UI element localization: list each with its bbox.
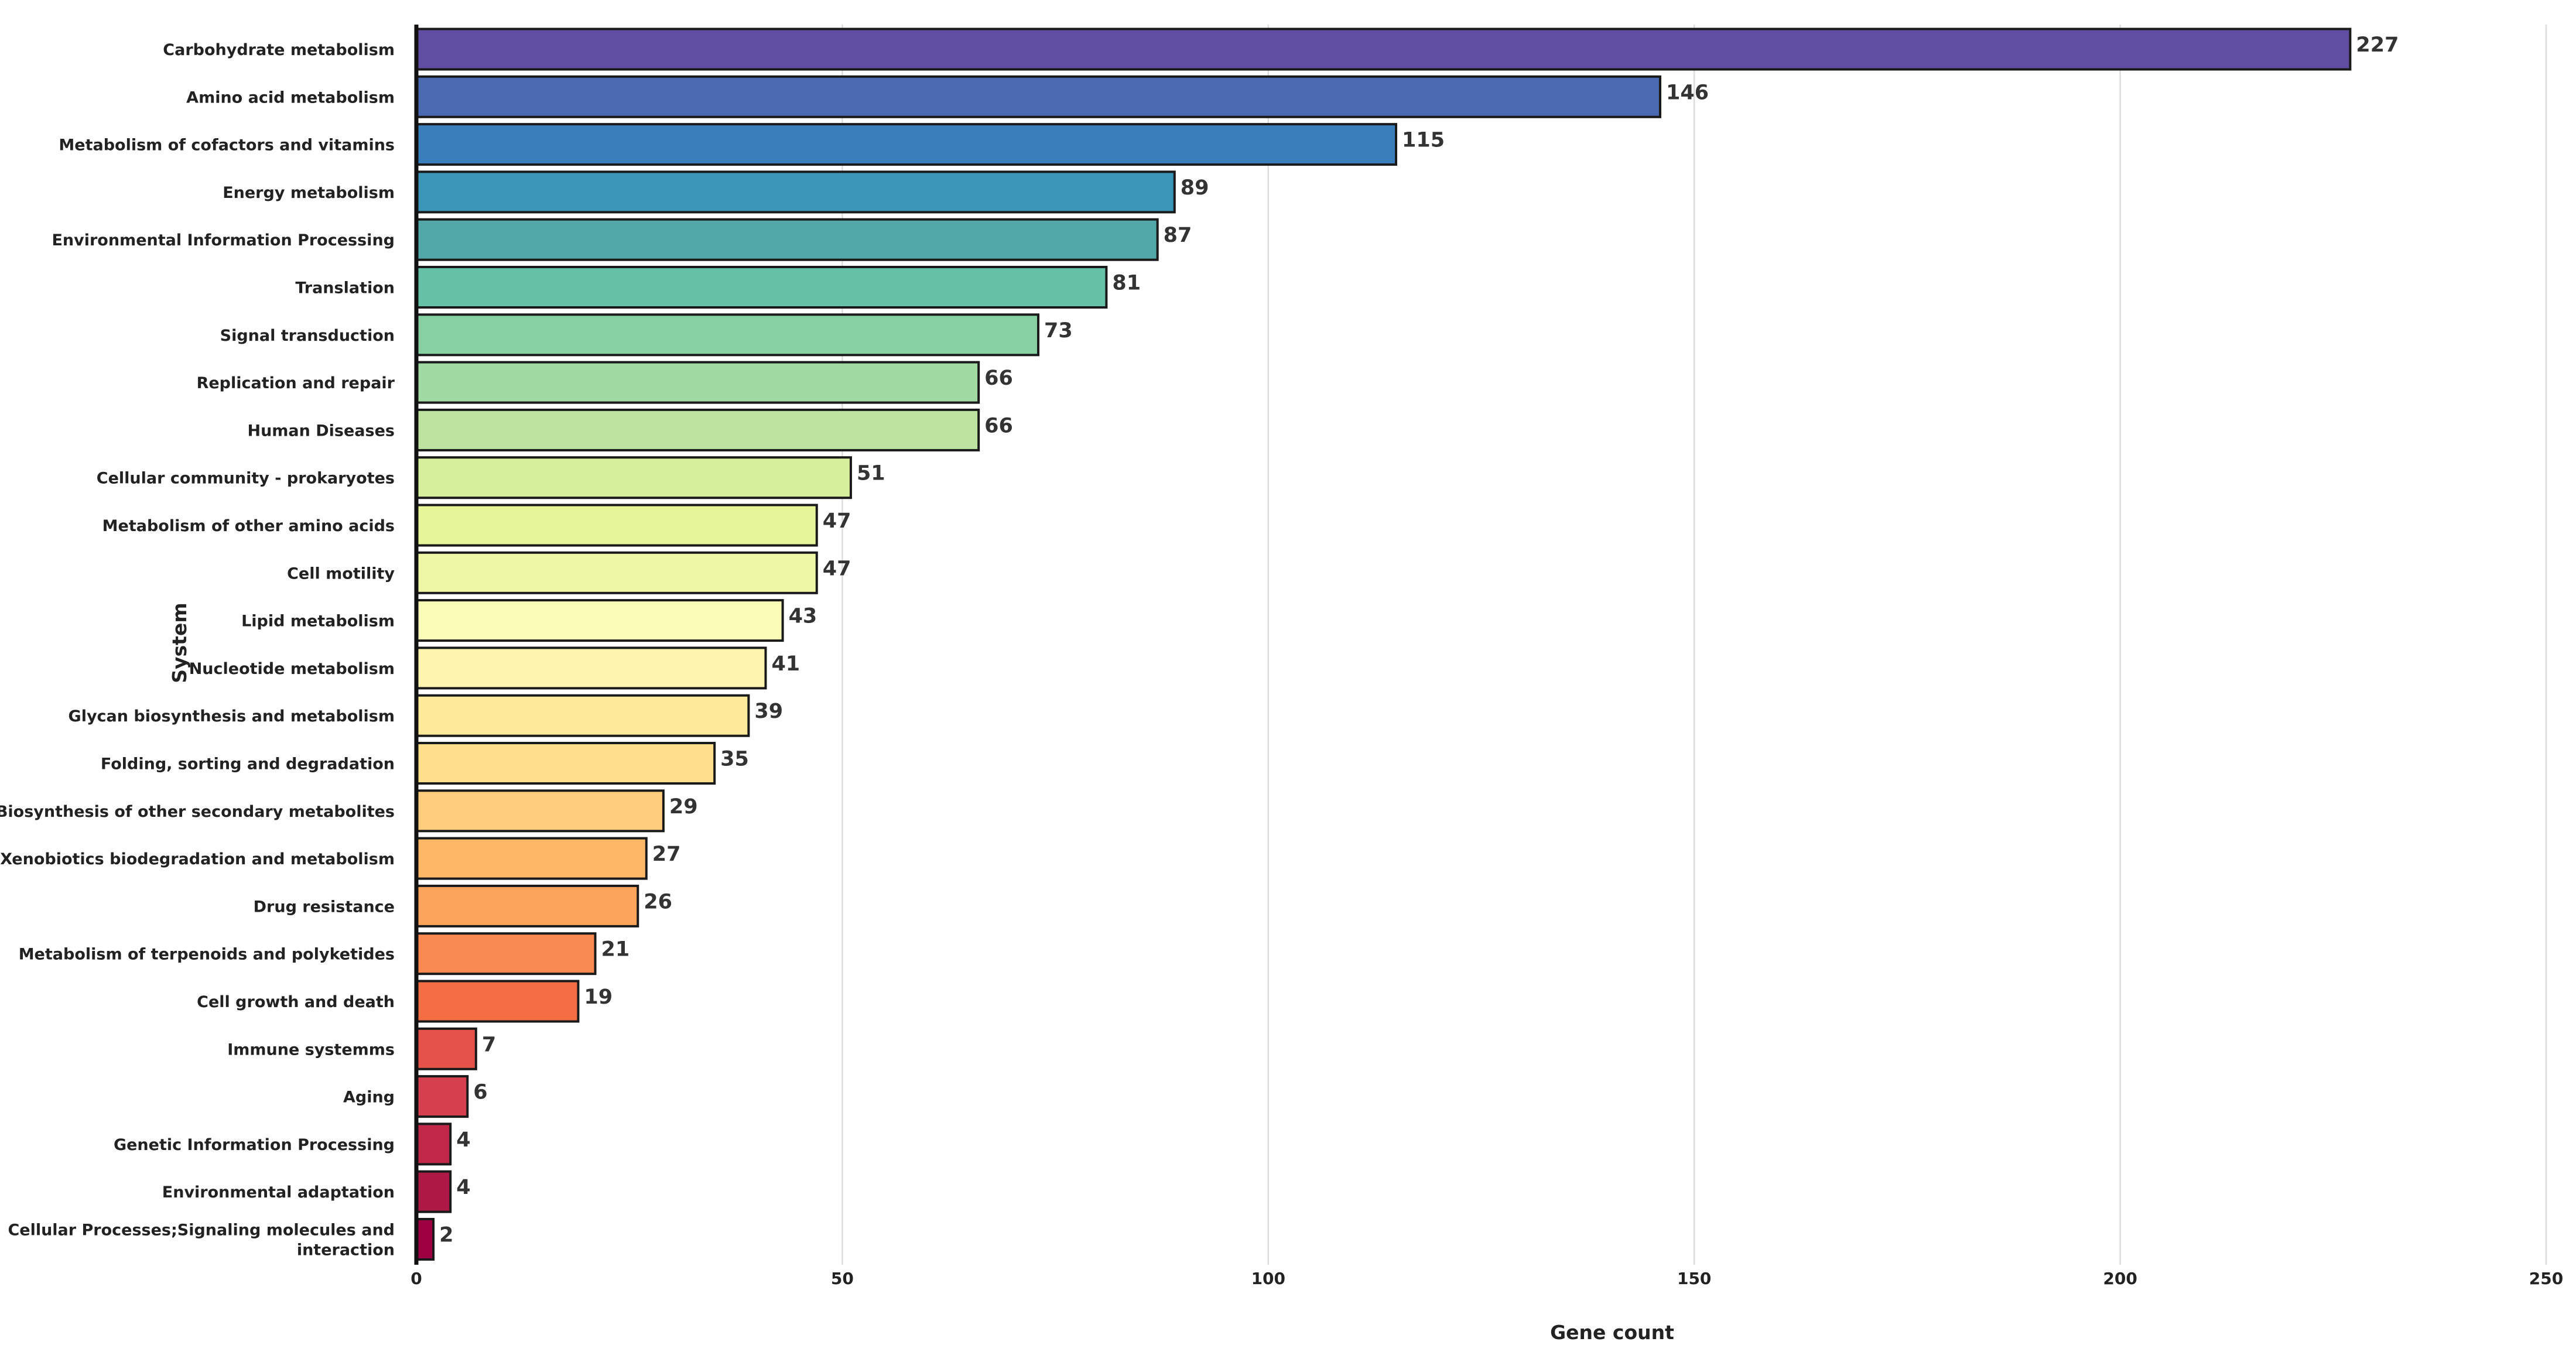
category-label-26: Cellular Processes;Signaling molecules a… [8, 1221, 395, 1259]
x-tick-label-100: 100 [1251, 1269, 1285, 1288]
bar-8 [415, 361, 980, 404]
bar-24 [415, 1122, 452, 1166]
grid-lines [841, 25, 2547, 1265]
bar-9 [415, 408, 980, 451]
category-label-8: Replication and repair [197, 374, 395, 392]
bar-26 [415, 1218, 435, 1261]
value-label-12: 47 [823, 557, 851, 580]
bar-1 [415, 28, 2352, 71]
value-label-19: 26 [644, 890, 672, 913]
value-label-23: 6 [473, 1081, 487, 1104]
category-label-11: Metabolism of other amino acids [102, 517, 395, 535]
bar-15 [415, 694, 750, 737]
bar-5 [415, 218, 1159, 261]
value-label-7: 73 [1044, 319, 1073, 343]
category-label-10: Cellular community - prokaryotes [97, 470, 395, 488]
bar-14 [415, 646, 767, 690]
category-label-16: Folding, sorting and degradation [101, 755, 395, 773]
category-label-21: Cell growth and death [197, 993, 395, 1011]
bar-25 [415, 1170, 452, 1213]
x-tick-label-0: 0 [410, 1269, 422, 1288]
bar-12 [415, 551, 818, 594]
bar-16 [415, 742, 716, 785]
value-label-4: 89 [1181, 176, 1209, 200]
category-label-3: Metabolism of cofactors and vitamins [59, 136, 395, 155]
bar-13 [415, 599, 784, 642]
x-tick-labels-group: 0 50 100 150 200 250 [410, 1269, 2563, 1288]
category-label-9: Human Diseases [247, 422, 395, 440]
value-label-13: 43 [789, 605, 817, 628]
value-label-6: 81 [1112, 272, 1141, 295]
value-label-14: 41 [771, 652, 800, 676]
value-label-20: 21 [601, 938, 630, 961]
bar-10 [415, 456, 852, 499]
bar-6 [415, 266, 1108, 309]
category-label-12: Cell motility [287, 564, 395, 583]
category-label-1: Carbohydrate metabolism [163, 41, 395, 59]
value-label-2: 146 [1666, 81, 1709, 104]
bar-22 [415, 1027, 477, 1070]
category-label-7: Signal transduction [220, 327, 395, 345]
bar-2 [415, 75, 1662, 118]
category-label-22: Immune systemms [227, 1040, 395, 1059]
category-label-24: Genetic Information Processing [114, 1136, 395, 1154]
x-tick-label-50: 50 [831, 1269, 854, 1288]
value-label-5: 87 [1164, 224, 1192, 247]
category-labels-group: Carbohydrate metabolism Amino acid metabo… [0, 41, 395, 1259]
value-label-24: 4 [456, 1128, 470, 1152]
bar-18 [415, 837, 648, 880]
category-label-13: Lipid metabolism [241, 612, 395, 631]
value-label-22: 7 [482, 1033, 496, 1056]
category-label-23: Aging [343, 1089, 395, 1107]
x-tick-label-250: 250 [2529, 1269, 2563, 1288]
y-axis-title: System [168, 603, 191, 683]
category-label-2: Amino acid metabolism [186, 88, 395, 107]
value-label-10: 51 [857, 462, 885, 485]
category-label-19: Drug resistance [254, 898, 395, 916]
value-label-26: 2 [439, 1224, 453, 1247]
value-label-8: 66 [984, 367, 1013, 390]
category-label-18: Xenobiotics biodegradation and metabolis… [0, 850, 395, 868]
bar-3 [415, 123, 1398, 166]
category-label-5: Environmental Information Processing [52, 231, 395, 249]
category-label-25: Environmental adaptation [162, 1183, 395, 1202]
category-label-15: Glycan biosynthesis and metabolism [69, 707, 395, 725]
bar-17 [415, 789, 665, 833]
value-label-15: 39 [754, 700, 783, 723]
bar-23 [415, 1075, 469, 1118]
x-tick-label-200: 200 [2103, 1269, 2137, 1288]
value-label-9: 66 [984, 414, 1013, 437]
value-label-3: 115 [1402, 129, 1445, 152]
value-label-11: 47 [823, 509, 851, 533]
bar-20 [415, 932, 597, 976]
x-tick-label-150: 150 [1677, 1269, 1711, 1288]
category-label-20: Metabolism of terpenoids and polyketides [19, 946, 395, 964]
bar-7 [415, 313, 1040, 357]
x-axis-title: Gene count [1550, 1321, 1674, 1344]
category-label-4: Energy metabolism [223, 184, 395, 202]
bars-group [415, 28, 2352, 1261]
bar-21 [415, 980, 580, 1023]
bar-4 [415, 170, 1176, 214]
category-label-17: Biosynthesis of other secondary metaboli… [0, 803, 395, 821]
bar-11 [415, 504, 818, 547]
bar-19 [415, 884, 639, 927]
value-label-16: 35 [720, 748, 749, 771]
value-label-18: 27 [652, 843, 681, 866]
category-label-14: Nucleotide metabolism [189, 660, 395, 678]
value-label-21: 19 [584, 985, 613, 1009]
value-label-1: 227 [2356, 33, 2399, 57]
value-label-25: 4 [456, 1176, 470, 1199]
category-label-6: Translation [295, 279, 395, 297]
value-label-17: 29 [669, 795, 698, 819]
value-labels-group: 2271461158987817366665147474341393529272… [439, 33, 2399, 1247]
